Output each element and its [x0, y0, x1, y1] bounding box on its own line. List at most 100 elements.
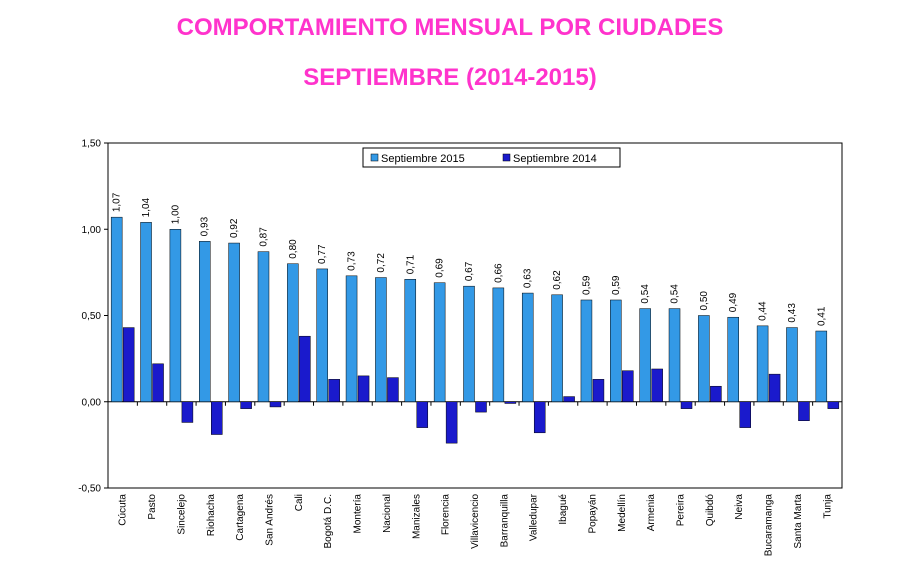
bar-2015: [404, 279, 417, 402]
data-label-2015: 1,00: [170, 204, 181, 224]
legend-swatch-2014: [502, 153, 511, 162]
x-axis-labels: Cúcuta Pasto Sincelejo Riohacha Cartagena San…: [107, 401, 833, 557]
bar-2014: [269, 401, 282, 408]
y-tick-label: 0,50: [82, 311, 102, 322]
category-label: Montería: [353, 494, 364, 534]
legend-label-2015: Septiembre 2015: [381, 153, 465, 165]
bar-2015: [199, 241, 211, 402]
bar-2015: [433, 282, 446, 403]
bar-2015: [521, 292, 534, 403]
y-tick-label: 1,50: [82, 139, 102, 150]
bar-2015: [169, 229, 182, 402]
bar-2015: [287, 263, 299, 402]
legend-swatch-2015: [370, 153, 379, 162]
category-label: Armenia: [646, 494, 657, 532]
bar-2014: [122, 327, 135, 403]
category-label: Cartagena: [235, 494, 246, 541]
category-label: Pasto: [147, 494, 158, 520]
bar-2014: [768, 373, 781, 402]
category-label: Quibdó: [705, 494, 716, 527]
bar-2014: [563, 396, 575, 403]
bar-2014: [622, 370, 634, 403]
data-label-2015: 0,77: [317, 244, 328, 264]
bar-2014: [299, 335, 311, 403]
y-tick-label: -0,50: [78, 484, 101, 495]
category-label: Popayán: [587, 494, 598, 533]
plot-area: [107, 142, 843, 489]
bar-2015: [580, 299, 593, 403]
data-label-2015: 0,50: [699, 291, 710, 311]
category-label: Tunja: [822, 494, 833, 519]
y-tick-label: 1,00: [82, 225, 102, 236]
bar-2014: [445, 401, 458, 444]
data-labels: 1,07 1,04 1,00 0,93 0,92 0,87 0,80 0,77 0,73 0,72…: [112, 192, 828, 326]
bar-2014: [152, 363, 164, 402]
bar-2014: [533, 401, 546, 434]
category-label: Nacional: [382, 494, 393, 533]
bar-2015: [110, 216, 123, 402]
data-label-2015: 0,43: [787, 303, 798, 323]
bar-2015: [727, 316, 739, 403]
data-label-2015: 0,62: [552, 270, 563, 290]
bar-2015: [610, 299, 622, 403]
bar-2014: [475, 401, 487, 413]
legend-label-2014: Septiembre 2014: [513, 153, 597, 165]
data-label-2015: 0,73: [347, 251, 358, 271]
category-label: Bucaramanga: [764, 494, 775, 557]
category-label: Florencia: [441, 494, 452, 536]
data-label-2015: 0,59: [611, 275, 622, 295]
category-label: Ibagué: [558, 494, 569, 525]
legend-box: [362, 147, 621, 168]
data-label-2015: 0,63: [523, 268, 534, 288]
data-label-2015: 0,54: [670, 284, 681, 304]
bar-2014: [651, 368, 663, 403]
data-label-2015: 0,49: [728, 292, 739, 312]
bar-2014: [328, 379, 340, 403]
bar-2015: [551, 294, 563, 402]
category-label: Riohacha: [206, 494, 217, 537]
bar-2014: [357, 375, 370, 402]
bar-2015: [140, 222, 152, 402]
data-label-2015: 0,41: [816, 306, 827, 326]
bar-2015: [316, 268, 328, 402]
category-label: Neiva: [734, 494, 745, 520]
bar-2014: [680, 401, 693, 409]
data-label-2015: 0,93: [200, 216, 211, 236]
bar-2014: [710, 385, 722, 403]
data-label-2015: 0,92: [229, 218, 240, 238]
bar-2015: [698, 315, 710, 402]
category-label: Barranquilla: [499, 494, 510, 548]
chart-title-line2: SEPTIEMBRE (2014-2015): [303, 64, 597, 91]
bar-2015: [375, 277, 387, 402]
bar-2015: [345, 275, 358, 403]
data-label-2015: 0,69: [435, 258, 446, 278]
data-label-2015: 0,87: [258, 227, 269, 247]
bar-2014: [827, 401, 840, 409]
data-label-2015: 1,07: [112, 192, 123, 212]
category-label: Manizales: [411, 494, 422, 539]
data-label-2015: 0,80: [288, 239, 299, 259]
bar-2014: [592, 379, 605, 403]
bar-2015: [756, 325, 769, 403]
bar-2015: [815, 330, 828, 402]
category-label: Cúcuta: [118, 494, 129, 526]
data-label-2015: 0,59: [581, 275, 592, 295]
category-label: San Andrés: [264, 494, 275, 546]
bar-2015: [257, 251, 270, 402]
data-label-2015: 0,44: [758, 301, 769, 321]
category-label: Medellín: [617, 494, 628, 532]
data-label-2015: 0,67: [464, 261, 475, 281]
bar-2015: [492, 287, 505, 402]
category-label: Pereira: [676, 494, 687, 527]
data-label-2015: 0,72: [376, 253, 387, 273]
category-label: Villavicencio: [470, 494, 481, 549]
bar-2015: [786, 327, 798, 403]
bar-2015: [668, 308, 681, 403]
data-label-2015: 0,54: [640, 284, 651, 304]
bar-2014: [798, 401, 810, 421]
data-label-2015: 0,66: [493, 263, 504, 283]
y-tick-label: 0,00: [82, 397, 102, 408]
bar-2015: [228, 242, 240, 402]
bars: [110, 216, 840, 444]
